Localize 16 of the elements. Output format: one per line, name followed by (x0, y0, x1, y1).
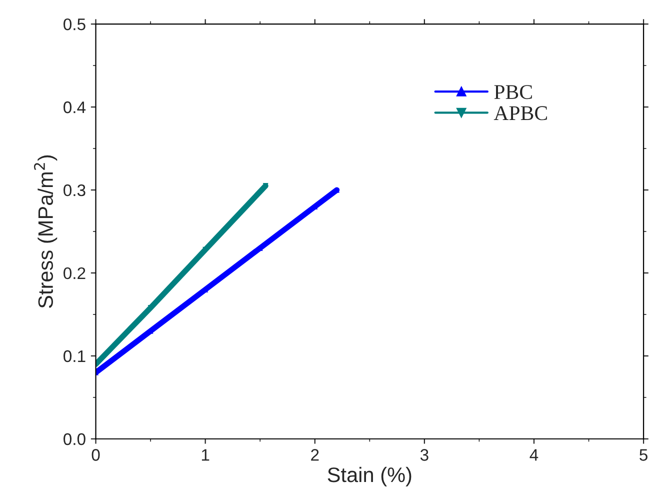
x-tick-label: 2 (311, 449, 319, 461)
y-tick-label: 0.3 (64, 184, 86, 196)
x-tick-label: 0 (92, 449, 100, 461)
legend-label: APBC (494, 106, 547, 120)
y-tick-label: 0.5 (64, 18, 86, 30)
x-tick-label: 4 (530, 449, 538, 461)
y-tick-label: 0.2 (64, 267, 86, 280)
x-tick-label: 1 (202, 449, 210, 461)
x-tick-label: 3 (420, 449, 428, 461)
y-tick-label: 0.0 (64, 433, 86, 446)
y-axis-title: Stress (MPa/m$^{2}$) (34, 155, 58, 308)
y-tick-label: 0.1 (64, 350, 86, 362)
x-tick-label: 5 (640, 449, 648, 461)
y-tick-label: 0.4 (64, 101, 86, 114)
legend-label: PBC (494, 85, 532, 100)
x-axis-title: Stain (%) (328, 466, 412, 486)
